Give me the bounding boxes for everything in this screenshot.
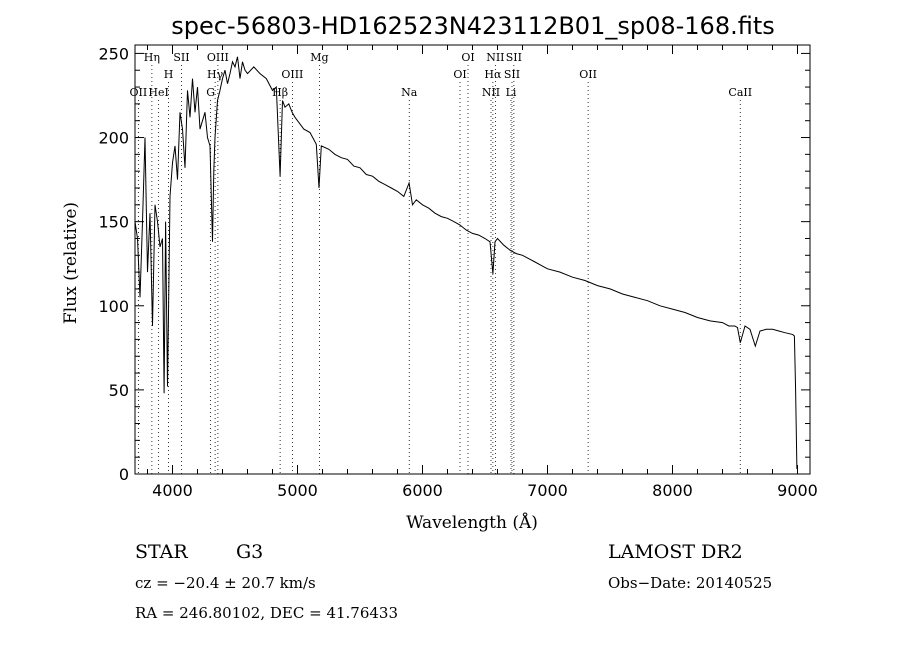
y-tick-label: 250 xyxy=(98,44,129,63)
x-tick-label: 6000 xyxy=(402,481,443,500)
x-tick-label: 7000 xyxy=(527,481,568,500)
spectral-line-label: OII xyxy=(579,68,597,81)
spectral-line-label: NII xyxy=(482,86,500,99)
spectral-line-label: OIII xyxy=(281,68,303,81)
axis-ticks: 4000 5000 6000 7000 8000 9000 0 50 100 150 200 250 xyxy=(98,44,817,500)
spectral-line-label: Hγ xyxy=(207,68,224,81)
y-tick-label: 50 xyxy=(109,381,129,400)
spectral-line-label: G xyxy=(206,86,215,99)
spectral-line-label: Mg xyxy=(310,51,328,64)
object-class: STAR xyxy=(135,541,188,563)
obs-date: Obs−Date: 20140525 xyxy=(608,574,773,592)
spectral-line-label: OI xyxy=(453,68,466,81)
spectral-line-label: OI xyxy=(461,51,474,64)
spectral-line-label: Hα xyxy=(484,68,502,81)
y-tick-label: 0 xyxy=(119,465,129,484)
redshift-info: cz = −20.4 ± 20.7 km/s xyxy=(135,574,316,592)
spectral-line-label: HeI xyxy=(148,86,168,99)
y-tick-label: 200 xyxy=(98,129,129,148)
spectral-line-markers: OII Hη HeI H SII G OIII Hγ Hβ OIII Mg Na OI OI NII NII H… xyxy=(130,51,752,474)
x-tick-label: 8000 xyxy=(652,481,693,500)
survey-name: LAMOST DR2 xyxy=(608,541,743,563)
x-tick-label: 5000 xyxy=(277,481,318,500)
spectrum-line xyxy=(134,56,798,470)
spectral-line-label: H xyxy=(164,68,174,81)
y-axis-label: Flux (relative) xyxy=(61,202,81,324)
x-tick-label: 9000 xyxy=(777,481,818,500)
chart-title: spec-56803-HD162523N423112B01_sp08-168.f… xyxy=(171,12,775,40)
spectral-subclass: G3 xyxy=(236,541,264,563)
spectral-line-label: OIII xyxy=(207,51,229,64)
spectral-line-label: Hη xyxy=(144,51,160,64)
spectral-line-label: NII xyxy=(486,51,504,64)
spectral-line-label: SII xyxy=(173,51,189,64)
spectral-line-label: OII xyxy=(130,86,148,99)
y-tick-label: 150 xyxy=(98,213,129,232)
y-tick-label: 100 xyxy=(98,297,129,316)
spectral-line-label: Na xyxy=(401,86,418,99)
spectral-line-label: Hβ xyxy=(272,86,288,99)
plot-frame xyxy=(134,44,811,475)
x-axis-label: Wavelength (Å) xyxy=(406,512,538,533)
spectral-line-label: CaII xyxy=(728,86,752,99)
spectral-line-label: Li xyxy=(506,86,517,99)
coordinates: RA = 246.80102, DEC = 41.76433 xyxy=(135,604,399,622)
x-tick-label: 4000 xyxy=(152,481,193,500)
spectral-line-label: SII xyxy=(506,51,522,64)
spectral-line-label: SII xyxy=(504,68,520,81)
